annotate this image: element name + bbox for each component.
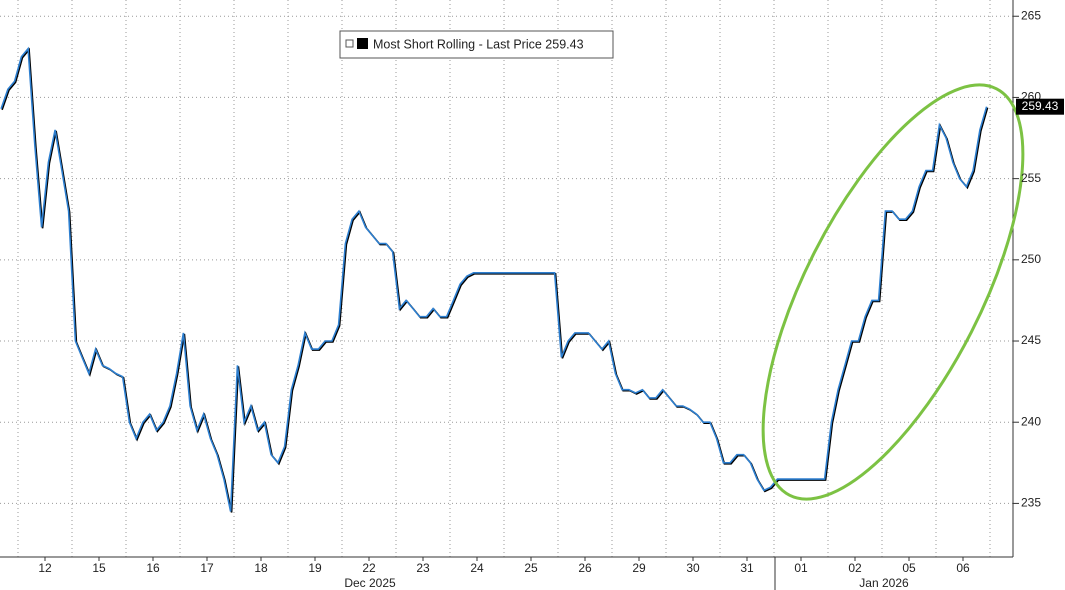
x-tick-label: 18 [254,561,268,575]
y-tick-label: 255 [1021,171,1041,185]
x-tick-label: 24 [470,561,484,575]
x-tick-label: 06 [956,561,970,575]
group-label: Jan 2026 [859,576,909,590]
x-tick-label: 05 [902,561,916,575]
legend: Most Short Rolling - Last Price 259.43 [339,30,614,59]
legend-label: Most Short Rolling - Last Price 259.43 [373,37,584,51]
y-tick-label: 245 [1021,333,1041,347]
x-tick-label: 31 [740,561,754,575]
x-tick-label: 12 [38,561,52,575]
legend-box [339,30,614,59]
last-price-label: 259.43 [1022,99,1059,113]
x-tick-label: 01 [794,561,808,575]
y-tick-label: 240 [1021,414,1041,428]
last-price-box [1016,98,1064,115]
x-tick-label: 16 [146,561,160,575]
legend-toggle [345,39,354,48]
y-tick-label: 250 [1021,252,1041,266]
x-tick-label: 25 [524,561,538,575]
highlight-ellipse [761,83,1025,501]
plot-area [0,46,988,512]
x-tick-label: 17 [200,561,214,575]
x-tick-label: 02 [848,561,862,575]
x-tick-label: 15 [92,561,106,575]
x-tick-label: 29 [632,561,646,575]
legend-swatch [357,38,368,49]
x-tick-label: 19 [308,561,322,575]
x-tick-label: 22 [362,561,376,575]
y-tick-label: 265 [1021,8,1041,22]
x-tick-label: 30 [686,561,700,575]
x-tick-label: 26 [578,561,592,575]
x-tick-label: 23 [416,561,430,575]
grid [0,0,1013,557]
price-line [0,46,988,512]
y-tick-label: 235 [1021,496,1041,510]
group-label: Dec 2025 [344,576,396,590]
